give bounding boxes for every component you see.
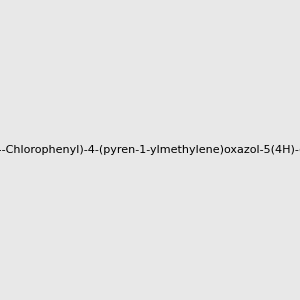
Text: 2-(4-Chlorophenyl)-4-(pyren-1-ylmethylene)oxazol-5(4H)-one: 2-(4-Chlorophenyl)-4-(pyren-1-ylmethylen… [0,145,300,155]
